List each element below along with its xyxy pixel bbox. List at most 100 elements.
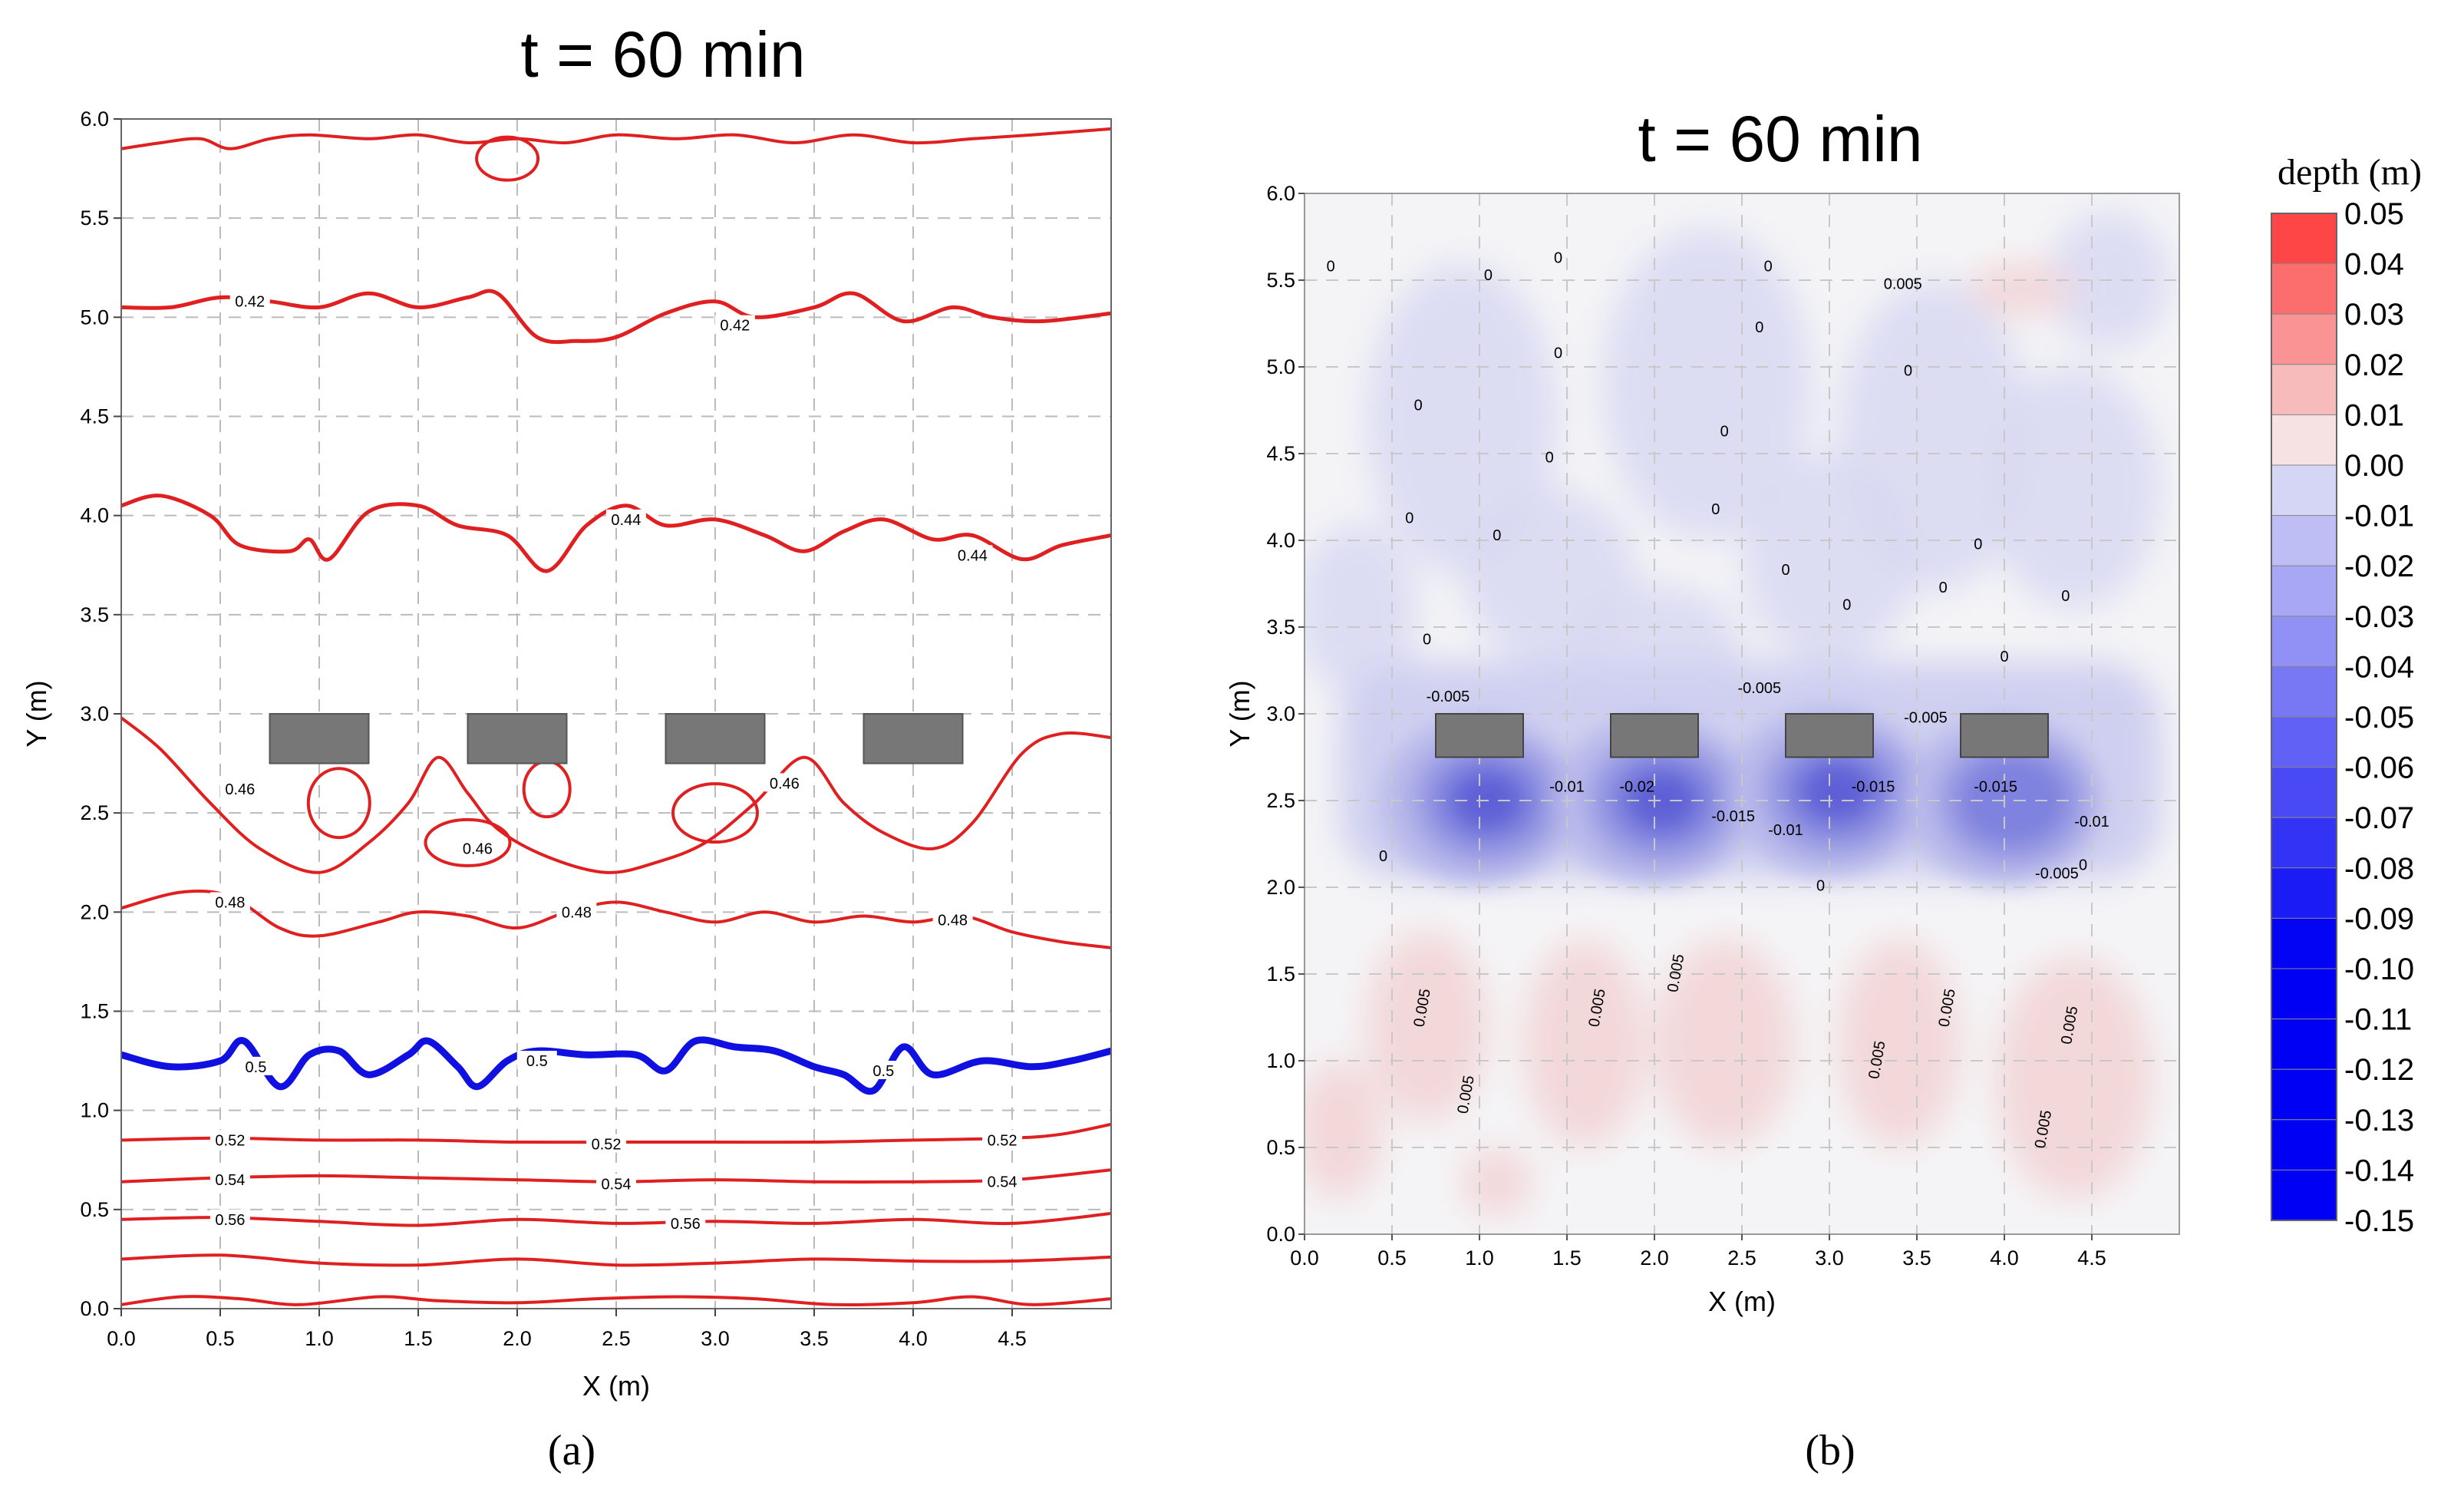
contour-loop: [475, 135, 540, 182]
colorbar-swatch: [2271, 867, 2337, 919]
panel-b-grid: [1305, 193, 2179, 1234]
colorbar-swatch: [2271, 968, 2337, 1020]
panel-b-y-tick-label: 3.5: [1266, 616, 1295, 639]
panel-b-ticks: 0.0 0.5 1.0 1.5 2.0 2.5 3.0 3.5 4.0 4.5 0.0 0.5 1.0 1…: [1266, 182, 2106, 1270]
contour-label: 0.56: [215, 1212, 245, 1229]
panel-b-contour-label: -0.01: [1768, 822, 1803, 839]
panel-b-y-axis-label: Y (m): [1224, 680, 1255, 747]
contour-label-bg: [586, 1134, 627, 1153]
panel-a-x-tick-label: 0.0: [107, 1327, 136, 1350]
panel-a-title: t = 60 min: [520, 18, 805, 91]
colorbar-swatch: [2271, 515, 2337, 566]
colorbar-swatch: [2271, 213, 2337, 265]
contour-line-0p46: [121, 716, 1111, 874]
panel-b-y-tick-label: 0.5: [1266, 1136, 1295, 1159]
obstacle-block: [269, 713, 370, 764]
shallow-scour-patch: [1987, 367, 2162, 610]
panel-b-contour-label: 0: [1379, 848, 1387, 865]
panel-b-contour-label: 0: [1711, 501, 1720, 518]
panel-a-x-axis-label: X (m): [582, 1370, 650, 1402]
colorbar-swatch: [2271, 464, 2337, 517]
panel-a-ticks: 0.0 0.5 1.0 1.5 2.0 2.5 3.0 3.5 4.0 4.5 0.0 0.5 1.0 1…: [80, 107, 1026, 1350]
panel-a-x-tick-label: 3.0: [701, 1327, 730, 1350]
contour-label: 0.5: [526, 1053, 548, 1070]
colorbar-tick-label: -0.02: [2344, 550, 2414, 583]
panel-b-contour-label: 0: [2079, 857, 2087, 873]
panel-b-contour-label: 0: [1545, 449, 1554, 466]
colorbar-swatch: [2271, 665, 2337, 718]
colorbar-tick-label: -0.13: [2344, 1104, 2414, 1137]
panel-b-contour-label: -0.015: [1852, 779, 1895, 796]
panel-b-contour-label: 0: [1414, 398, 1423, 414]
contour-label: 0.48: [562, 904, 592, 921]
contour-label: 0.54: [988, 1174, 1018, 1191]
panel-a-y-axis-label: Y (m): [21, 680, 52, 747]
contour-label-bg: [516, 1051, 557, 1070]
panel-b-contour-label: 0: [1816, 878, 1825, 895]
panel-b-obstacles: [1435, 713, 2049, 758]
contour-label: 0.54: [602, 1176, 632, 1193]
scour-hole-level: [1957, 754, 2067, 847]
contour-label: 0.42: [720, 318, 750, 335]
contour-label-bg: [229, 291, 270, 310]
colorbar-tick-label: -0.06: [2344, 751, 2414, 785]
panel-b-x-tick-label: 1.5: [1552, 1246, 1582, 1270]
colorbar-swatch: [2271, 917, 2337, 969]
contour-loop: [306, 767, 371, 840]
contour-label: 0.54: [215, 1172, 245, 1189]
obstacle-block: [1960, 713, 2049, 758]
colorbar-tick-label: 0.03: [2344, 298, 2404, 332]
panel-a-x-tick-label: 2.0: [503, 1327, 532, 1350]
panel-b-x-tick-label: 3.5: [1902, 1246, 1931, 1270]
panel-b-contour-label: 0: [2000, 649, 2008, 665]
panel-b-x-tick-label: 1.0: [1465, 1246, 1494, 1270]
panel-b-contour-label: -0.01: [2074, 814, 2109, 830]
contour-label: 0.46: [225, 781, 255, 798]
obstacle-block: [467, 713, 568, 764]
panel-b-y-tick-label: 1.0: [1266, 1049, 1295, 1072]
colorbar-swatch: [2271, 1169, 2337, 1221]
contour-label: 0.44: [958, 547, 988, 564]
panel-b-contour-label: -0.005: [2035, 866, 2079, 883]
panel-b-contour-label: 0: [1484, 267, 1493, 284]
contour-label-bg: [209, 1209, 250, 1228]
panel-b-y-tick-label: 6.0: [1266, 182, 1295, 205]
obstacle-block: [1785, 713, 1874, 758]
colorbar-tick-label: -0.12: [2344, 1053, 2414, 1087]
panel-b-subcaption: (b): [1805, 1427, 1855, 1474]
panel-a-contour-labels: 0.42 0.42 0.44 0.44 0.46 0.46 0.46 0.48 0.48 0.48…: [209, 291, 1023, 1233]
contour-label: 0.48: [938, 913, 968, 929]
panel-a-x-tick-label: 2.5: [602, 1327, 631, 1350]
panel-a-y-tick-label: 1.0: [80, 1099, 109, 1122]
colorbar-swatches: [2271, 213, 2337, 1221]
colorbar-swatch: [2271, 565, 2337, 617]
colorbar-tick-label: 0.01: [2344, 398, 2404, 432]
scour-hole-level: [1627, 771, 1697, 830]
contour-line-0p5: [121, 1036, 1111, 1095]
contour-label: 0.46: [770, 775, 800, 792]
colorbar-tick-label: 0.05: [2344, 197, 2404, 231]
panel-b-contour-label: 0: [1755, 319, 1763, 336]
panel-a-y-tick-label: 3.0: [80, 702, 109, 725]
colorbar: depth (m) 0.05 0.04 0.03 0.02 0.01 0.00 -0.01 -…: [2271, 152, 2422, 1238]
colorbar-tick-label: -0.15: [2344, 1204, 2414, 1238]
obstacle-block: [1610, 713, 1699, 758]
colorbar-swatch: [2271, 263, 2337, 315]
colorbar-title: depth (m): [2278, 152, 2422, 193]
colorbar-swatch: [2271, 313, 2337, 365]
contour-label-bg: [457, 838, 498, 857]
contour-label: 0.44: [611, 512, 641, 529]
panel-b-y-tick-label: 0.0: [1266, 1223, 1295, 1246]
colorbar-tick-label: -0.14: [2344, 1154, 2414, 1187]
obstacle-block: [1435, 713, 1524, 758]
deposition-patch: [1654, 939, 1795, 1147]
contour-line-0p44: [121, 494, 1111, 573]
contour-line-0p58: [121, 1253, 1111, 1267]
contour-line-0p42: [121, 289, 1111, 345]
obstacle-block: [665, 713, 766, 764]
panel-a-y-tick-label: 2.0: [80, 900, 109, 923]
panel-a-contour-plot: t = 60 min 0.420.420.440.440.460.460.460…: [21, 18, 1112, 1474]
panel-b-contour-label: 0: [1781, 562, 1789, 579]
panel-b-contour-label: 0: [1554, 249, 1562, 266]
colorbar-tick-label: 0.04: [2344, 248, 2404, 282]
